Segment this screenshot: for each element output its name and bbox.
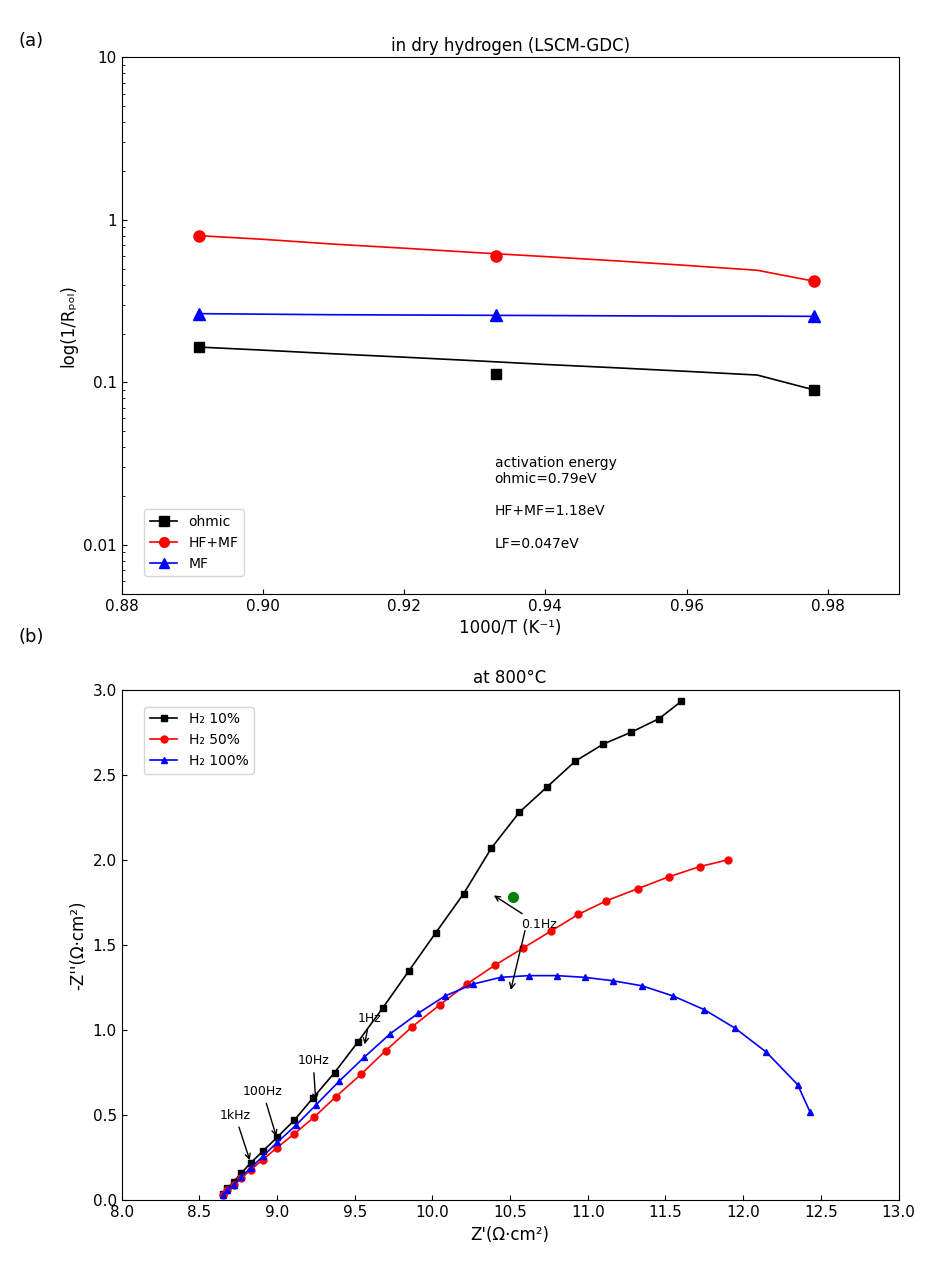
- H₂ 10%: [403, 963, 415, 978]
- H₂ 50%: [406, 1019, 417, 1034]
- H₂ 50%: [271, 1140, 283, 1156]
- H₂ 10%: [377, 1000, 388, 1015]
- H₂ 100%: [311, 1097, 322, 1112]
- H₂ 10%: [236, 1166, 247, 1181]
- H₂ 50%: [461, 977, 473, 992]
- Legend: ohmic, HF+MF, MF: ohmic, HF+MF, MF: [144, 510, 244, 576]
- H₂ 10%: [271, 1130, 283, 1145]
- H₂ 100%: [698, 1002, 709, 1018]
- H₂ 50%: [222, 1183, 233, 1198]
- H₂ 100%: [245, 1161, 256, 1176]
- H₂ 100%: [467, 977, 478, 992]
- H₂ 100%: [290, 1117, 301, 1133]
- H₂ 50%: [288, 1126, 300, 1142]
- Text: (b): (b): [19, 628, 44, 646]
- H₂ 10%: [486, 840, 497, 856]
- H₂ 100%: [222, 1183, 233, 1198]
- Line: H₂ 10%: H₂ 10%: [219, 699, 684, 1197]
- H₂ 100%: [761, 1045, 772, 1060]
- H₂ 100%: [439, 988, 450, 1004]
- H₂ 10%: [653, 711, 665, 727]
- H₂ 50%: [695, 859, 706, 875]
- H₂ 50%: [545, 923, 556, 939]
- H₂ 50%: [330, 1089, 342, 1105]
- H₂ 10%: [598, 737, 609, 752]
- H₂ 10%: [542, 779, 553, 794]
- H₂ 100%: [257, 1148, 269, 1163]
- H₂ 100%: [385, 1025, 396, 1041]
- H₂ 50%: [489, 958, 500, 973]
- H₂ 50%: [722, 852, 733, 867]
- H₂ 100%: [333, 1074, 344, 1089]
- H₂ 50%: [573, 907, 584, 922]
- H₂ 100%: [636, 978, 648, 994]
- Text: 0.1Hz: 0.1Hz: [495, 896, 557, 931]
- H₂ 50%: [257, 1152, 269, 1167]
- H₂ 10%: [257, 1143, 269, 1158]
- Line: H₂ 100%: H₂ 100%: [219, 972, 813, 1199]
- H₂ 50%: [236, 1171, 247, 1186]
- Text: 100Hz: 100Hz: [242, 1085, 283, 1135]
- H₂ 100%: [228, 1177, 240, 1193]
- Y-axis label: log(1/Rₚₒₗ): log(1/Rₚₒₗ): [60, 285, 78, 366]
- Text: activation energy
ohmic=0.79eV

HF+MF=1.18eV

LF=0.047eV: activation energy ohmic=0.79eV HF+MF=1.1…: [494, 456, 617, 550]
- Line: H₂ 50%: H₂ 50%: [219, 857, 731, 1199]
- H₂ 50%: [601, 893, 612, 908]
- H₂ 10%: [228, 1174, 240, 1189]
- Legend: H₂ 10%, H₂ 50%, H₂ 100%: H₂ 10%, H₂ 50%, H₂ 100%: [144, 706, 254, 774]
- H₂ 50%: [434, 997, 446, 1013]
- H₂ 10%: [625, 724, 636, 739]
- H₂ 50%: [356, 1066, 367, 1082]
- H₂ 100%: [217, 1188, 228, 1203]
- H₂ 50%: [309, 1110, 320, 1125]
- H₂ 50%: [663, 870, 674, 885]
- H₂ 10%: [307, 1091, 318, 1106]
- H₂ 50%: [632, 881, 643, 896]
- H₂ 50%: [228, 1177, 240, 1193]
- H₂ 10%: [570, 753, 581, 769]
- X-axis label: 1000/T (K⁻¹): 1000/T (K⁻¹): [459, 619, 562, 637]
- H₂ 100%: [667, 988, 679, 1004]
- H₂ 10%: [430, 926, 441, 941]
- H₂ 50%: [245, 1162, 256, 1177]
- H₂ 50%: [217, 1188, 228, 1203]
- Text: 1Hz: 1Hz: [358, 1011, 382, 1043]
- H₂ 10%: [352, 1034, 363, 1050]
- H₂ 100%: [495, 969, 506, 985]
- Text: 10Hz: 10Hz: [298, 1055, 329, 1099]
- H₂ 50%: [517, 941, 528, 956]
- H₂ 10%: [217, 1186, 228, 1202]
- Title: in dry hydrogen (LSCM-GDC): in dry hydrogen (LSCM-GDC): [390, 37, 630, 55]
- H₂ 100%: [792, 1077, 803, 1092]
- H₂ 100%: [236, 1168, 247, 1184]
- H₂ 10%: [676, 693, 687, 709]
- H₂ 10%: [222, 1181, 233, 1197]
- H₂ 100%: [413, 1005, 424, 1020]
- H₂ 50%: [380, 1043, 391, 1059]
- H₂ 100%: [551, 968, 563, 983]
- X-axis label: Z'(Ω·cm²): Z'(Ω·cm²): [471, 1226, 549, 1244]
- H₂ 100%: [804, 1105, 815, 1120]
- Y-axis label: -Z''(Ω·cm²): -Z''(Ω·cm²): [69, 900, 87, 990]
- H₂ 100%: [730, 1020, 741, 1036]
- H₂ 10%: [329, 1065, 340, 1080]
- Text: (a): (a): [19, 32, 44, 50]
- Title: at 800°C: at 800°C: [474, 669, 547, 687]
- Text: 1kHz: 1kHz: [220, 1108, 251, 1158]
- H₂ 10%: [514, 805, 525, 820]
- H₂ 10%: [458, 886, 469, 902]
- H₂ 100%: [271, 1135, 283, 1151]
- H₂ 10%: [288, 1112, 300, 1128]
- H₂ 10%: [245, 1156, 256, 1171]
- H₂ 100%: [358, 1050, 370, 1065]
- H₂ 100%: [607, 973, 619, 988]
- H₂ 100%: [523, 968, 534, 983]
- H₂ 100%: [579, 969, 591, 985]
